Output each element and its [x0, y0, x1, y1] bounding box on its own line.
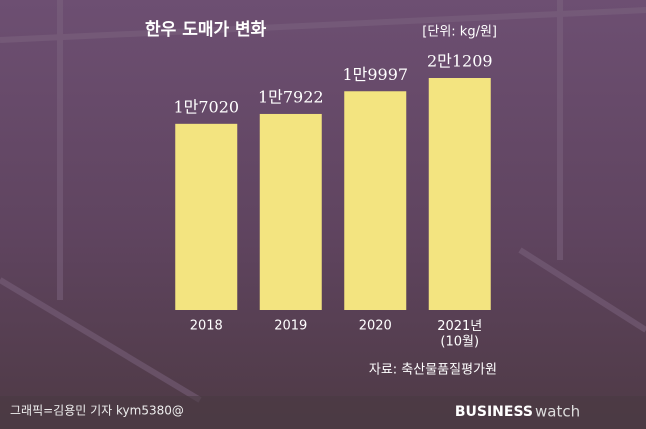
- footer-strip: [0, 396, 646, 429]
- value-label: 2만1209: [427, 52, 493, 71]
- unit-label: [단위: kg/원]: [422, 25, 497, 40]
- decor-beams: [0, 0, 646, 403]
- x-tick-label: 2020: [359, 319, 392, 334]
- source: 자료: 축산물품질평가원: [369, 363, 497, 378]
- value-label: 1만7922: [258, 87, 324, 106]
- bar: [259, 113, 322, 310]
- value-label: 1만7020: [173, 97, 239, 116]
- value-label: 1만9997: [342, 65, 408, 84]
- bar: [344, 91, 407, 310]
- bar: [428, 78, 491, 310]
- logo-watch: watch: [535, 403, 580, 421]
- x-tick-label: 2018: [190, 319, 223, 334]
- chart-title: 한우 도매가 변화: [145, 20, 267, 40]
- bar: [175, 123, 238, 310]
- logo-business: BUSINESS: [455, 404, 533, 420]
- x-tick-label: 2021년 (10월): [437, 319, 482, 350]
- x-tick-label: 2019: [274, 319, 307, 334]
- credit: 그래픽=김용민 기자 kym5380@: [10, 404, 184, 418]
